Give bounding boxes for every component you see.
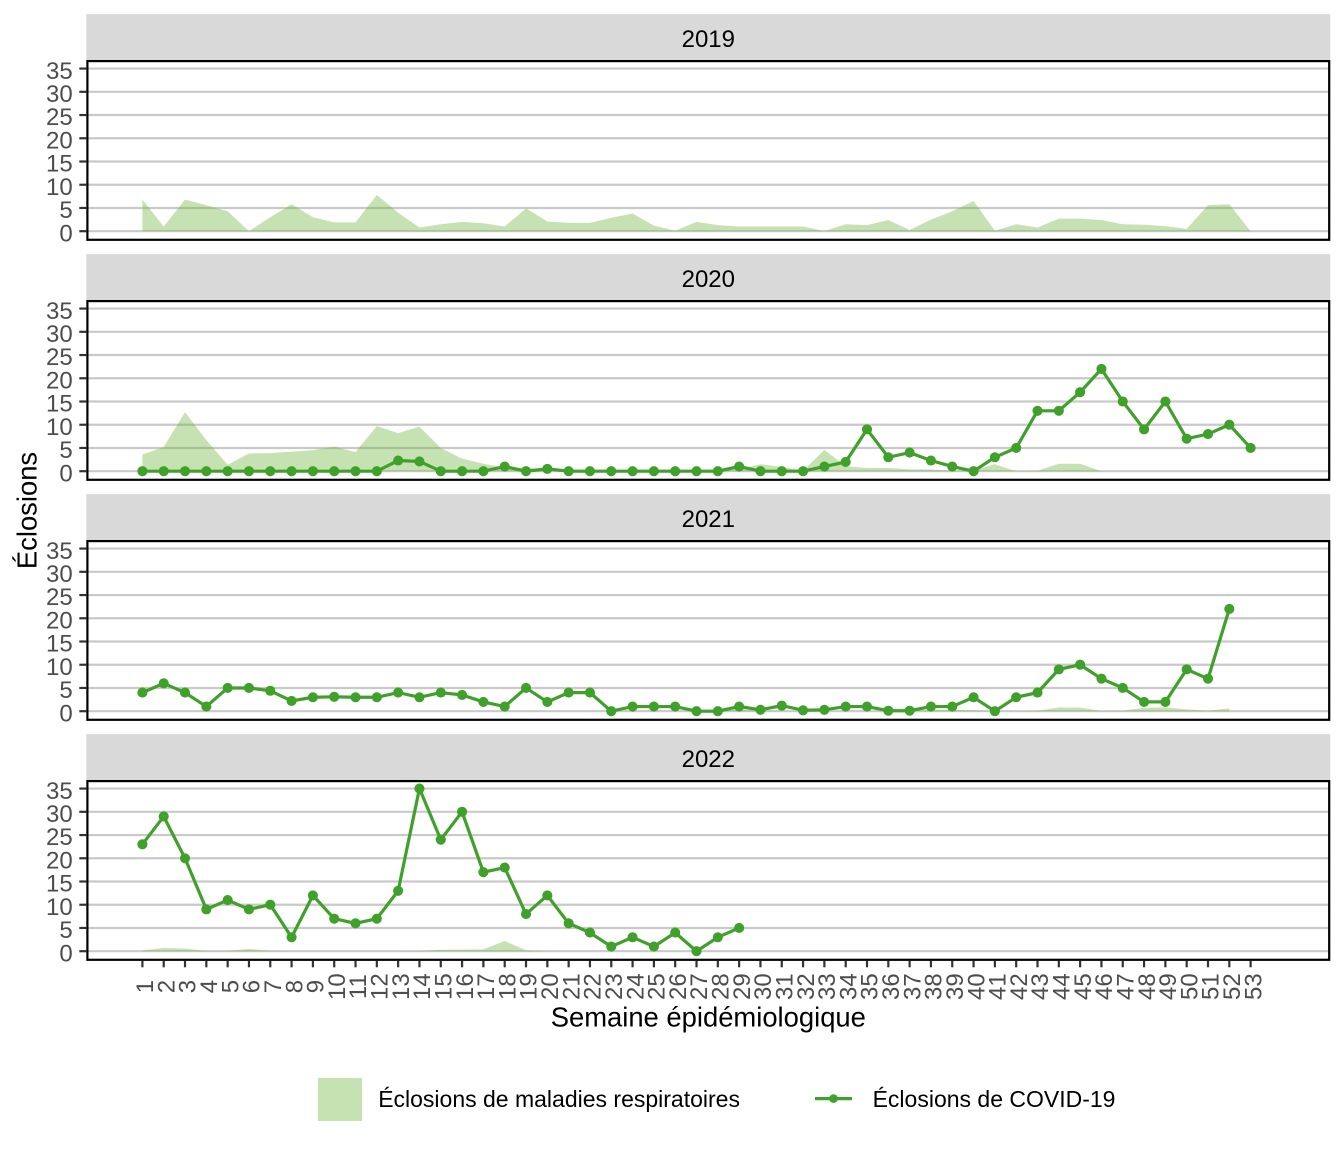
svg-text:20: 20 <box>537 973 564 1000</box>
svg-text:9: 9 <box>303 980 330 993</box>
svg-text:2022: 2022 <box>682 746 735 773</box>
svg-text:18: 18 <box>494 973 521 1000</box>
svg-text:24: 24 <box>622 973 649 1000</box>
svg-text:38: 38 <box>921 973 948 1000</box>
svg-text:20: 20 <box>46 607 73 634</box>
svg-text:4: 4 <box>196 980 223 993</box>
svg-text:33: 33 <box>814 973 841 1000</box>
svg-text:15: 15 <box>430 973 457 1000</box>
svg-text:42: 42 <box>1006 973 1033 1000</box>
svg-text:35: 35 <box>46 538 73 565</box>
svg-text:35: 35 <box>46 58 73 85</box>
svg-text:12: 12 <box>367 973 394 1000</box>
svg-text:35: 35 <box>46 778 73 805</box>
svg-text:49: 49 <box>1155 973 1182 1000</box>
svg-text:15: 15 <box>46 151 73 178</box>
svg-text:5: 5 <box>59 917 72 944</box>
svg-text:37: 37 <box>899 973 926 1000</box>
svg-text:10: 10 <box>46 414 73 441</box>
svg-text:2021: 2021 <box>682 506 735 533</box>
svg-text:20: 20 <box>46 127 73 154</box>
svg-text:5: 5 <box>59 437 72 464</box>
svg-text:47: 47 <box>1112 973 1139 1000</box>
svg-text:2019: 2019 <box>682 26 735 53</box>
svg-text:50: 50 <box>1176 973 1203 1000</box>
svg-text:25: 25 <box>644 973 671 1000</box>
svg-text:5: 5 <box>217 980 244 993</box>
svg-text:14: 14 <box>409 973 436 1000</box>
svg-text:19: 19 <box>516 973 543 1000</box>
svg-text:26: 26 <box>665 973 692 1000</box>
svg-text:5: 5 <box>59 197 72 224</box>
svg-text:36: 36 <box>878 973 905 1000</box>
svg-text:16: 16 <box>452 973 479 1000</box>
svg-text:2020: 2020 <box>682 266 735 293</box>
svg-text:Éclosions: Éclosions <box>11 452 42 569</box>
svg-text:7: 7 <box>260 980 287 993</box>
svg-text:10: 10 <box>46 174 73 201</box>
svg-text:17: 17 <box>473 973 500 1000</box>
svg-text:0: 0 <box>59 940 72 967</box>
svg-text:44: 44 <box>1049 973 1076 1000</box>
svg-text:3: 3 <box>175 980 202 993</box>
svg-text:20: 20 <box>46 367 73 394</box>
svg-text:30: 30 <box>46 801 73 828</box>
svg-text:39: 39 <box>942 973 969 1000</box>
svg-text:35: 35 <box>857 973 884 1000</box>
svg-text:5: 5 <box>59 677 72 704</box>
svg-text:34: 34 <box>835 973 862 1000</box>
svg-text:43: 43 <box>1027 973 1054 1000</box>
svg-text:15: 15 <box>46 871 73 898</box>
svg-text:8: 8 <box>281 980 308 993</box>
svg-text:25: 25 <box>46 104 73 131</box>
svg-text:10: 10 <box>324 973 351 1000</box>
svg-text:40: 40 <box>963 973 990 1000</box>
svg-text:31: 31 <box>771 973 798 1000</box>
svg-text:0: 0 <box>59 700 72 727</box>
svg-text:27: 27 <box>686 973 713 1000</box>
svg-text:41: 41 <box>985 973 1012 1000</box>
svg-text:35: 35 <box>46 298 73 325</box>
svg-text:21: 21 <box>558 973 585 1000</box>
svg-text:48: 48 <box>1134 973 1161 1000</box>
svg-text:29: 29 <box>729 973 756 1000</box>
svg-text:15: 15 <box>46 391 73 418</box>
svg-text:20: 20 <box>46 847 73 874</box>
svg-text:53: 53 <box>1240 973 1267 1000</box>
svg-text:13: 13 <box>388 973 415 1000</box>
svg-text:22: 22 <box>580 973 607 1000</box>
svg-text:11: 11 <box>345 974 372 999</box>
svg-text:30: 30 <box>46 321 73 348</box>
svg-text:0: 0 <box>59 220 72 247</box>
svg-text:52: 52 <box>1219 973 1246 1000</box>
svg-text:10: 10 <box>46 894 73 921</box>
svg-text:10: 10 <box>46 654 73 681</box>
svg-text:25: 25 <box>46 344 73 371</box>
svg-text:28: 28 <box>708 973 735 1000</box>
svg-text:51: 51 <box>1198 973 1225 1000</box>
svg-text:1: 1 <box>132 980 159 993</box>
svg-text:30: 30 <box>46 561 73 588</box>
svg-text:32: 32 <box>793 973 820 1000</box>
svg-text:15: 15 <box>46 631 73 658</box>
svg-text:30: 30 <box>750 973 777 1000</box>
svg-text:30: 30 <box>46 81 73 108</box>
svg-text:0: 0 <box>59 460 72 487</box>
svg-text:Semaine épidémiologique: Semaine épidémiologique <box>551 1002 866 1033</box>
svg-text:6: 6 <box>239 980 266 993</box>
svg-text:25: 25 <box>46 824 73 851</box>
svg-text:Éclosions de maladies respirat: Éclosions de maladies respiratoires <box>378 1086 740 1112</box>
svg-text:46: 46 <box>1091 973 1118 1000</box>
svg-text:2: 2 <box>153 980 180 993</box>
svg-text:45: 45 <box>1070 973 1097 1000</box>
svg-text:Éclosions de COVID-19: Éclosions de COVID-19 <box>873 1086 1116 1112</box>
svg-text:23: 23 <box>601 973 628 1000</box>
svg-text:25: 25 <box>46 584 73 611</box>
